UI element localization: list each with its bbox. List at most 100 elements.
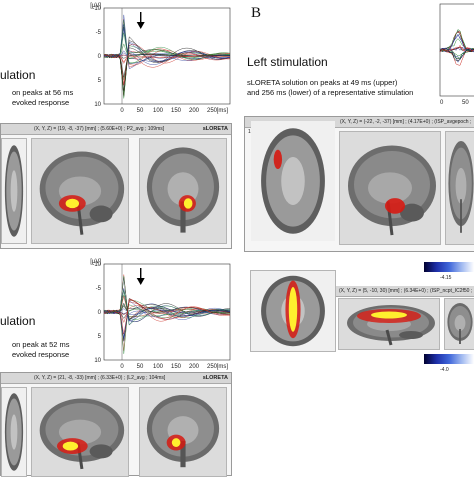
left-stimulation-subtitle: sLORETA solution on peaks at 49 ms (uppe…: [247, 78, 413, 98]
brain-white-matter: [455, 167, 467, 204]
x-tick-label: 150: [171, 108, 182, 114]
x-tick-label: 150: [171, 364, 182, 370]
brain-white-matter: [58, 419, 102, 445]
cerebellum: [399, 331, 423, 339]
erp-trace: [439, 29, 474, 52]
brainstem: [460, 199, 462, 233]
brain-axial-svg: [2, 388, 26, 476]
y-tick-label: -5: [96, 286, 102, 292]
brainstem: [459, 329, 461, 344]
brain-white-matter: [454, 315, 466, 331]
sloreta-coords: (X, Y, Z) = (21, -8, -33) [mm] ; (6.33E+…: [34, 375, 166, 381]
activation-blob: [183, 198, 193, 209]
brain-sagittal-svg: [339, 299, 439, 349]
y-tick-label: 10: [94, 358, 101, 364]
peak-arrow-head: [136, 22, 145, 29]
sloreta-coords: (X, Y, Z) = (19, -8, -37) [mm] ; (5.60E+…: [34, 126, 165, 132]
activation-blob: [273, 149, 283, 169]
brain-view-axial-partial: [1, 387, 27, 477]
y-tick-label: -10: [92, 262, 101, 268]
upper-sub-line-2: evoked response: [12, 98, 70, 107]
plot-frame: [439, 3, 474, 97]
activation-blob: [385, 198, 405, 214]
x-unit-label: [ms]: [217, 108, 229, 114]
left-sub-line-2: and 256 ms (lower) of a representative s…: [247, 88, 414, 97]
erp-trace: [103, 299, 231, 335]
upper-sub-line-1: on peaks at 56 ms: [12, 88, 74, 97]
y-unit-label: [μV]: [90, 259, 101, 265]
erp-plot-bottom: -10 -5 0 5 10 0 50 100 150 200 250 [μV] [ms]: [80, 256, 240, 380]
erp-trace: [103, 32, 231, 60]
x-tick-label: 0: [440, 100, 444, 106]
upper-stimulation-subtitle: on peaks at 56 ms evoked response: [12, 88, 73, 108]
x-tick-label: 50: [462, 100, 469, 106]
erp-plot-right-partial-svg: 0 50: [439, 3, 474, 106]
brain-coronal-svg: [140, 388, 226, 476]
brain-view-sagittal: [338, 298, 440, 350]
x-unit-label: [ms]: [217, 364, 229, 370]
brain-view-sagittal: [31, 138, 129, 244]
brain-white-matter: [10, 414, 18, 450]
brain-view-coronal-partial: [444, 298, 474, 350]
brain-coronal-svg: [446, 132, 474, 244]
colorbar-lower: [424, 354, 474, 364]
lower-stimulation-title: ulation: [0, 314, 36, 328]
x-tick-label: 0: [120, 364, 124, 370]
y-tick-label: -5: [96, 30, 102, 36]
brain-view-sagittal: [339, 131, 441, 245]
brain-view-coronal-partial: [445, 131, 474, 245]
brain-view-axial: [251, 121, 335, 241]
brain-sagittal-svg: [340, 132, 440, 244]
y-tick-label: 10: [94, 102, 101, 108]
erp-trace: [103, 40, 231, 91]
peak-arrow-head: [136, 278, 145, 285]
x-tick-label: 200: [189, 364, 200, 370]
x-tick-label: 250: [207, 108, 218, 114]
brain-coronal-svg: [445, 299, 474, 349]
y-tick-label: 0: [98, 54, 102, 60]
erp-trace: [103, 307, 231, 339]
brain-white-matter: [281, 157, 305, 205]
activation-blob: [171, 438, 181, 447]
brain-white-matter: [10, 170, 18, 212]
erp-trace: [103, 44, 231, 64]
erp-trace: [103, 300, 231, 324]
erp-trace: [103, 295, 231, 321]
activation-blob: [62, 441, 79, 451]
x-tick-label: 250: [207, 364, 218, 370]
erp-trace: [439, 46, 474, 52]
lower-sub-line-1: on peak at 52 ms: [12, 340, 70, 349]
erp-trace: [439, 48, 474, 61]
brain-axial-svg: [251, 121, 335, 241]
brain-axial-svg: [2, 139, 26, 243]
x-tick-label: 200: [189, 108, 200, 114]
brain-view-coronal: [139, 387, 227, 477]
sloreta-panel-upper-right: (X, Y, Z) = (-22, -2, -37) [mm] ; (4.17E…: [244, 116, 474, 252]
y-tick-label: -10: [92, 6, 101, 12]
brain-sagittal-svg: [32, 139, 128, 243]
y-tick-label: 5: [98, 334, 102, 340]
activation-blob: [371, 311, 407, 319]
sloreta-label: sLORETA: [202, 375, 228, 381]
activation-blob: [65, 198, 80, 209]
sloreta-header: (X, Y, Z) = (21, -8, -33) [mm] ; (6.33E+…: [1, 373, 231, 384]
brain-axial-svg: [251, 271, 335, 351]
brain-view-coronal: [139, 138, 227, 244]
colorbar-upper: [424, 262, 474, 272]
brain-view-axial-partial: [1, 138, 27, 244]
sloreta-label: sLORETA: [202, 126, 228, 132]
x-tick-label: 100: [153, 108, 164, 114]
erp-trace: [439, 34, 474, 53]
brain-white-matter: [368, 172, 412, 204]
lower-sub-line-2: evoked response: [12, 350, 70, 359]
sloreta-header: (X, Y, Z) = (19, -8, -37) [mm] ; (5.60E+…: [1, 124, 231, 135]
brainstem: [180, 440, 186, 468]
x-tick-label: 50: [137, 364, 144, 370]
erp-trace: [103, 52, 231, 68]
erp-trace: [103, 275, 230, 320]
lower-stimulation-subtitle: on peak at 52 ms evoked response: [12, 340, 70, 360]
panel-letter-b: B: [251, 5, 262, 21]
brainstem: [385, 329, 393, 346]
